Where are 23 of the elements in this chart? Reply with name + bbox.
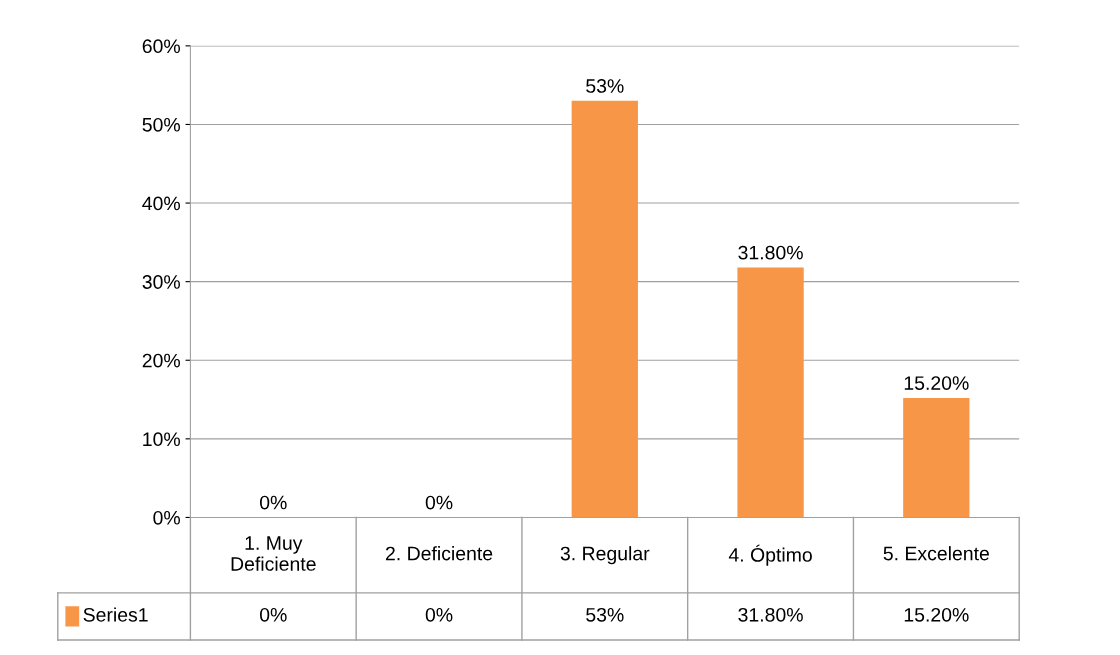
x-tick-label: 4. Óptimo — [728, 544, 812, 566]
data-label: 0% — [425, 607, 453, 622]
legend-label: Series1 — [83, 607, 148, 622]
y-tick-label: 30% — [142, 275, 180, 289]
x-tick-label: 2. Deficiente — [385, 546, 493, 561]
x-tick-label: 5. Excelente — [883, 546, 989, 561]
text: 53% — [586, 79, 624, 93]
x-tick-label: 3. Regular — [560, 546, 650, 565]
text: 0% — [425, 495, 453, 510]
y-tick-label: 50% — [142, 117, 180, 132]
y-tick-label: 40% — [142, 196, 180, 211]
data-label: 53% — [586, 607, 624, 622]
text: 15.20% — [904, 376, 969, 390]
text: 0% — [259, 495, 287, 510]
data-label: 0% — [259, 607, 287, 622]
x-tick-label: 1. Muy Deficiente — [231, 536, 316, 571]
data-label: 15.20% — [904, 607, 969, 622]
y-tick-label: 10% — [143, 432, 180, 447]
y-tick-label: 60% — [142, 39, 180, 54]
y-tick-label: 20% — [142, 353, 180, 368]
data-label: 31.80% — [738, 607, 803, 622]
y-tick-label: 0% — [153, 510, 180, 525]
text: 31.80% — [738, 245, 803, 260]
